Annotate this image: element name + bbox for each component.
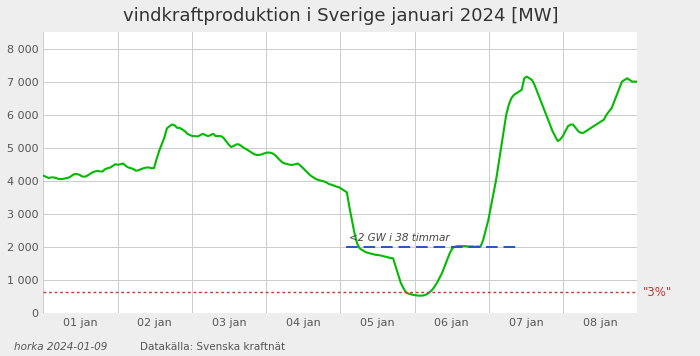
Text: horka 2024-01-09: horka 2024-01-09 <box>14 342 107 352</box>
Text: Datakälla: Svenska kraftnät: Datakälla: Svenska kraftnät <box>140 342 285 352</box>
Title: vindkraftproduktion i Sverige januari 2024 [MW]: vindkraftproduktion i Sverige januari 20… <box>122 7 558 25</box>
Text: "3%": "3%" <box>643 286 673 299</box>
Text: <2 GW i 38 timmar: <2 GW i 38 timmar <box>349 233 449 243</box>
